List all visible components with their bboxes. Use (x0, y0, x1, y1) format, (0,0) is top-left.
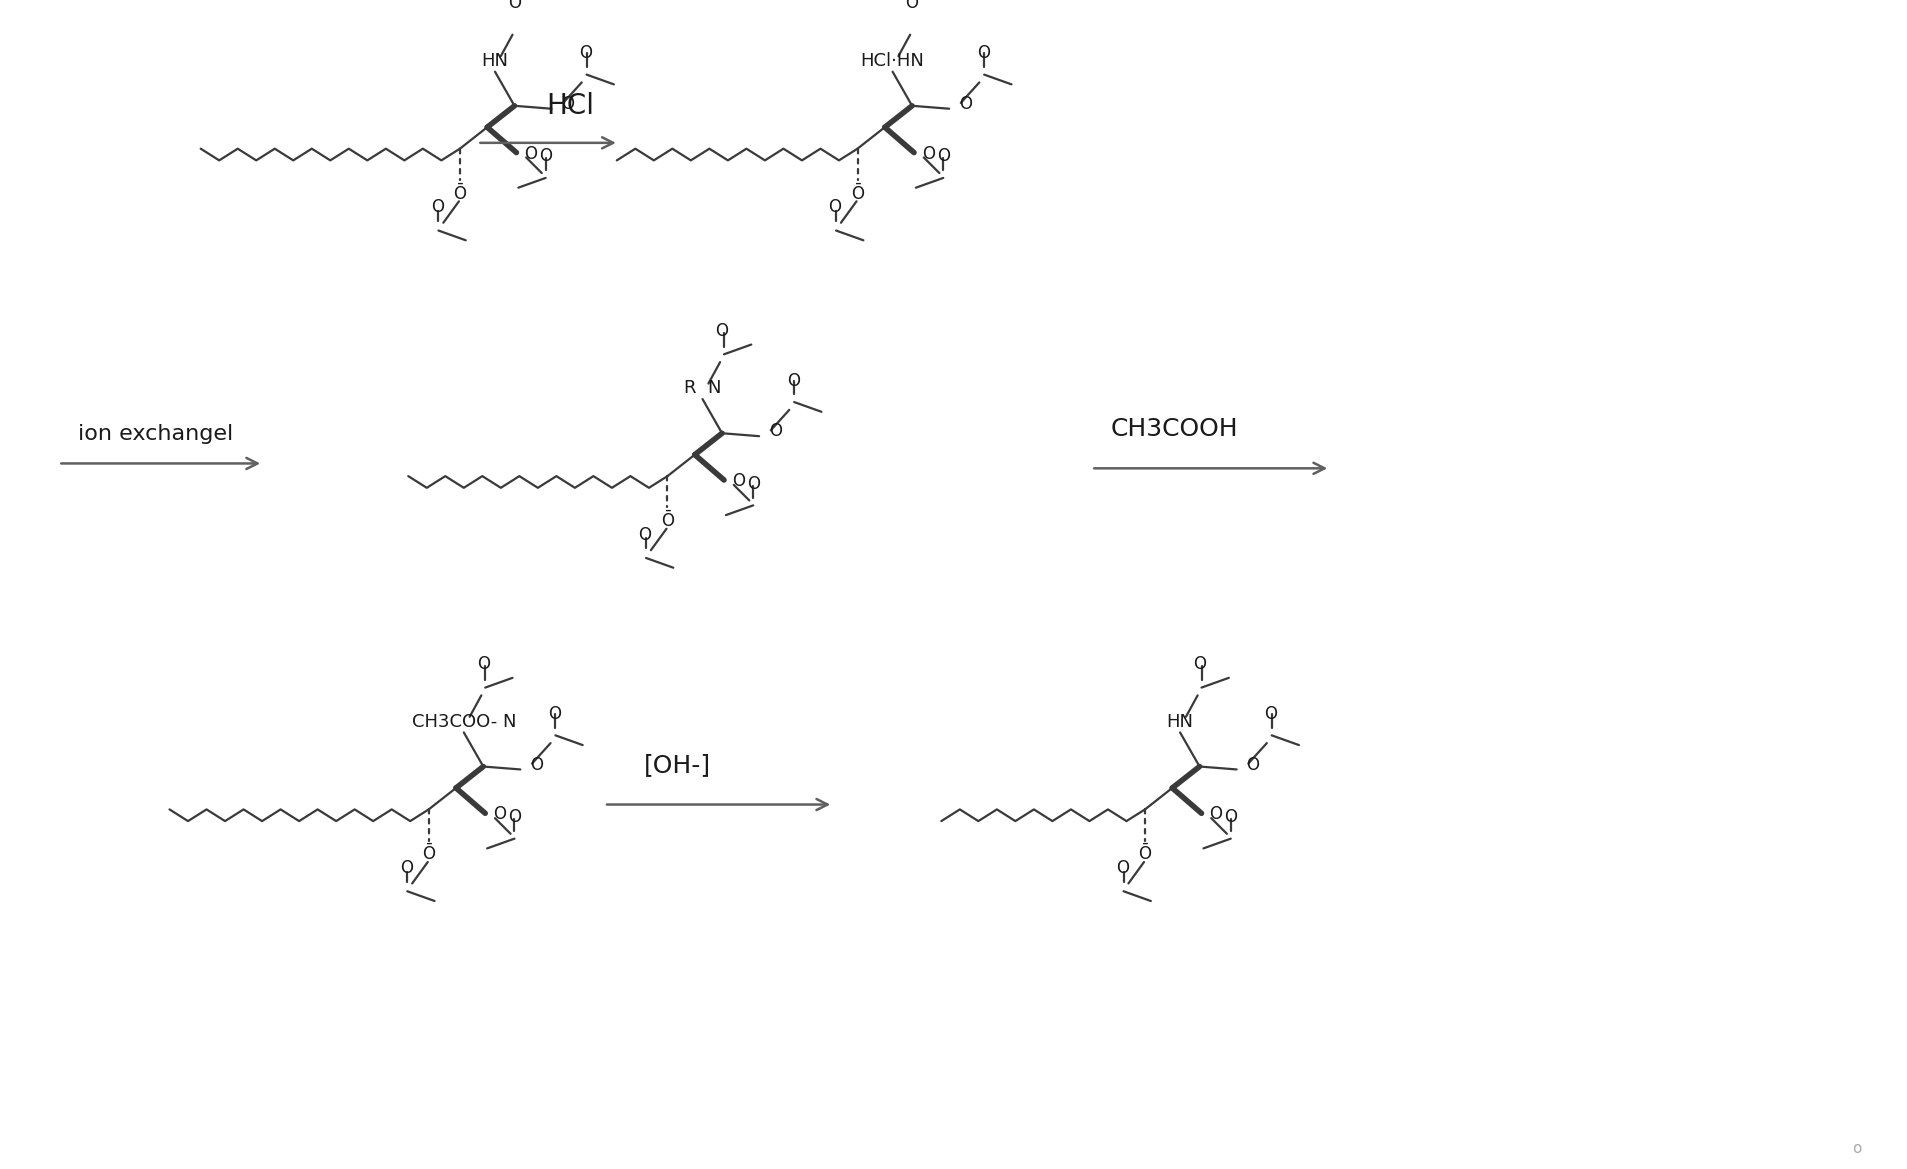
Text: O: O (1209, 805, 1222, 823)
Text: O: O (976, 44, 990, 62)
Text: O: O (715, 321, 728, 340)
Text: Ō: Ō (421, 845, 435, 863)
Text: O: O (1264, 705, 1278, 722)
Text: O: O (431, 199, 444, 216)
Text: O: O (580, 44, 591, 62)
Text: Ō: Ō (454, 185, 467, 202)
Text: HN: HN (1167, 713, 1194, 731)
Text: O: O (639, 526, 652, 544)
Text: O: O (524, 145, 538, 162)
Text: O: O (477, 655, 490, 673)
Text: O: O (561, 95, 574, 113)
Text: O: O (1224, 808, 1238, 826)
Text: O: O (732, 472, 746, 490)
Text: O: O (1194, 655, 1205, 673)
Text: O: O (748, 475, 759, 493)
Text: O: O (507, 808, 521, 826)
Text: O: O (959, 95, 973, 113)
Text: HCl·HN: HCl·HN (860, 51, 925, 70)
Text: CH3COO- N: CH3COO- N (412, 713, 517, 731)
Text: Ō: Ō (1138, 845, 1152, 863)
Text: HCl: HCl (545, 92, 593, 119)
Text: ion exchangel: ion exchangel (78, 424, 233, 444)
Text: O: O (507, 0, 521, 13)
Text: R  N: R N (685, 380, 721, 397)
Text: O: O (921, 145, 934, 162)
Text: O: O (540, 147, 553, 166)
Text: O: O (1116, 859, 1129, 877)
Text: O: O (547, 705, 561, 722)
Text: O: O (769, 422, 782, 441)
Text: o: o (1852, 1141, 1861, 1156)
Text: CH3COOH: CH3COOH (1112, 417, 1238, 442)
Text: O: O (494, 805, 505, 823)
Text: Ō: Ō (851, 185, 864, 202)
Text: O: O (830, 199, 841, 216)
Text: [OH-]: [OH-] (645, 754, 711, 777)
Text: HN: HN (481, 51, 509, 70)
Text: O: O (906, 0, 919, 13)
Text: O: O (530, 755, 543, 774)
Text: O: O (400, 859, 412, 877)
Text: O: O (1247, 755, 1259, 774)
Text: O: O (936, 147, 950, 166)
Text: O: O (788, 372, 799, 389)
Text: Ō: Ō (662, 512, 673, 530)
